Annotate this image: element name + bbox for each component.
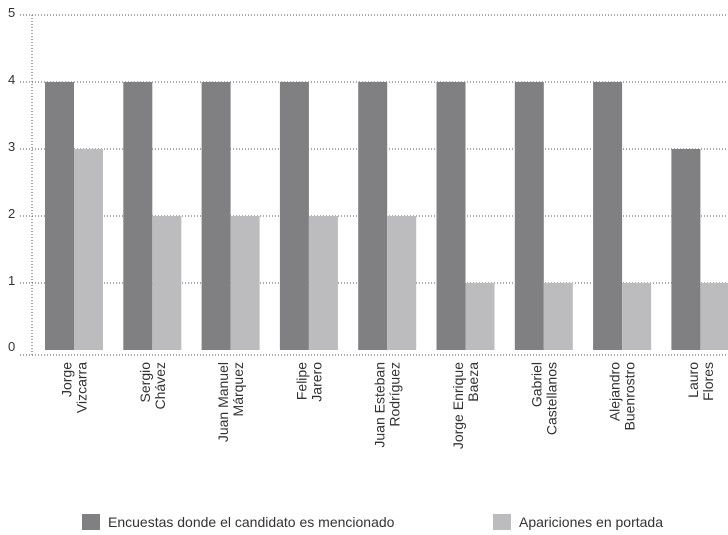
- x-tick-label-line: Vizcarra: [74, 362, 90, 413]
- x-tick-label: Felipe Jarero: [293, 362, 324, 402]
- bar-series-1: [45, 82, 74, 350]
- x-tick-label: Juan Esteban Rodríguez: [372, 362, 403, 448]
- y-tick-label: 3: [8, 139, 15, 154]
- bar-series-1: [279, 82, 309, 350]
- y-tick-label: 0: [8, 339, 15, 354]
- x-tick-label-line: Flores: [700, 362, 716, 401]
- legend-swatch-series-2: [493, 514, 511, 530]
- x-tick-label: Sergio Chávez: [137, 362, 168, 410]
- bar-series-2: [622, 283, 652, 350]
- bar-series-2: [700, 283, 728, 350]
- bar-series-1: [514, 82, 544, 350]
- x-tick-label-line: Buenrostro: [622, 362, 638, 431]
- bar-series-2: [465, 283, 495, 350]
- x-tick-label-line: Juan Esteban: [372, 362, 388, 448]
- y-tick-label: 4: [8, 72, 15, 87]
- bar-series-2: [74, 149, 103, 350]
- y-tick-label: 1: [8, 273, 15, 288]
- x-tick-label-line: Juan Manuel: [215, 362, 231, 442]
- x-axis-labels: Jorge Vizcarra Sergio Chávez Juan Manuel Márq…: [59, 362, 716, 449]
- bar-series-1: [358, 82, 388, 350]
- x-tick-label-line: Chávez: [152, 362, 168, 409]
- legend-label-series-1: Encuestas donde el candidato es menciona…: [108, 514, 395, 530]
- y-tick-label: 5: [8, 5, 15, 20]
- bar-series-1: [123, 82, 153, 350]
- bar-series-2: [308, 216, 338, 350]
- x-tick-label: Lauro Flores: [685, 362, 716, 401]
- x-tick-label-line: Lauro: [685, 362, 701, 398]
- x-tick-label: Jorge Enrique Baeza: [450, 362, 481, 449]
- bar-series-2: [152, 216, 182, 350]
- x-tick-label: Juan Manuel Márquez: [215, 362, 246, 442]
- legend-swatch-series-1: [82, 514, 100, 530]
- bar-series-1: [436, 82, 466, 350]
- x-tick-label: Jorge Vizcarra: [59, 362, 90, 413]
- legend-item-series-2: Apariciones en portada: [493, 514, 663, 530]
- bars: [45, 82, 728, 350]
- x-tick-label-line: Rodríguez: [387, 362, 403, 427]
- x-tick-label: Alejandro Buenrostro: [607, 362, 638, 431]
- y-tick-label: 2: [8, 206, 15, 221]
- x-tick-label-line: Jorge: [59, 362, 75, 397]
- x-tick-label-line: Sergio: [137, 362, 153, 403]
- legend-label-series-2: Apariciones en portada: [519, 514, 663, 530]
- bar-series-2: [387, 216, 417, 350]
- x-tick-label-line: Márquez: [230, 362, 246, 416]
- y-axis-ticks: 0 1 2 3 4 5: [8, 5, 15, 354]
- x-tick-label-line: Baeza: [465, 362, 481, 402]
- x-tick-label-line: Alejandro: [607, 362, 623, 421]
- legend-item-series-1: Encuestas donde el candidato es menciona…: [82, 514, 394, 530]
- x-tick-label: Gabriel Castellanos: [528, 362, 559, 435]
- x-tick-label-line: Jarero: [308, 362, 324, 402]
- bar-series-1: [201, 82, 231, 350]
- x-tick-label-line: Felipe: [293, 362, 309, 400]
- x-tick-label-line: Jorge Enrique: [450, 362, 466, 449]
- x-tick-label-line: Gabriel: [528, 362, 544, 407]
- bar-series-1: [671, 149, 701, 350]
- bar-series-2: [230, 216, 260, 350]
- bar-series-2: [543, 283, 573, 350]
- bar-series-1: [593, 82, 623, 350]
- x-tick-label-line: Castellanos: [543, 362, 559, 435]
